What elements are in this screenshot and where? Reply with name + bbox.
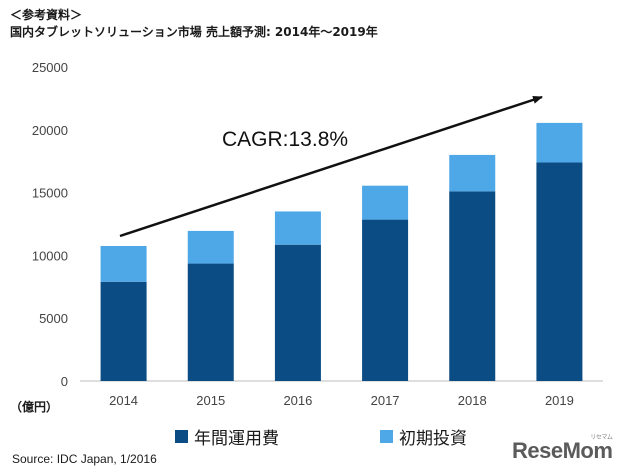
legend-item-initial: 初期投資 [380, 424, 467, 449]
resemom-logo: ReseMom リセマム [512, 435, 613, 463]
y-tick-label: 25000 [32, 60, 68, 75]
x-tick-label: 2014 [109, 393, 138, 408]
chart-title: 国内タブレットソリューション市場 売上額予測: 2014年～2019年 [10, 25, 378, 39]
reference-label: ＜参考資料＞ [10, 8, 83, 22]
legend-swatch-initial [380, 430, 393, 443]
bar-2015-operating [187, 263, 234, 381]
y-tick-label: 0 [61, 374, 68, 389]
legend-label-initial: 初期投資 [399, 429, 467, 449]
bar-2014-initial [100, 245, 147, 282]
bar-2019-operating [536, 162, 583, 381]
legend-swatch-operating [175, 430, 188, 443]
growth-arrow [119, 95, 543, 238]
bar-2019-initial [536, 122, 583, 163]
x-tick-label: 2019 [545, 393, 574, 408]
bar-2014-operating [100, 281, 147, 381]
bar-2015-initial [187, 230, 234, 264]
bar-2018-initial [449, 154, 496, 192]
source-note: Source: IDC Japan, 1/2016 [12, 452, 157, 466]
bar-2016-operating [274, 244, 321, 381]
y-tick-label: 5000 [39, 311, 68, 326]
legend-label-operating: 年間運用費 [194, 429, 279, 449]
bar-2016-initial [274, 211, 321, 245]
x-tick-label: 2016 [283, 393, 312, 408]
bar-2017-initial [362, 185, 409, 220]
x-tick-label: 2018 [458, 393, 487, 408]
legend-item-operating: 年間運用費 [175, 424, 279, 449]
x-tick-label: 2015 [196, 393, 225, 408]
cagr-annotation: CAGR:13.8% [222, 128, 348, 151]
bar-2018-operating [449, 191, 496, 381]
y-axis-unit-label: （億円） [10, 399, 58, 414]
bar-2017-operating [362, 219, 409, 381]
y-tick-label: 15000 [32, 186, 68, 201]
y-tick-label: 10000 [32, 248, 68, 263]
x-tick-label: 2017 [371, 393, 400, 408]
y-tick-label: 20000 [32, 123, 68, 138]
